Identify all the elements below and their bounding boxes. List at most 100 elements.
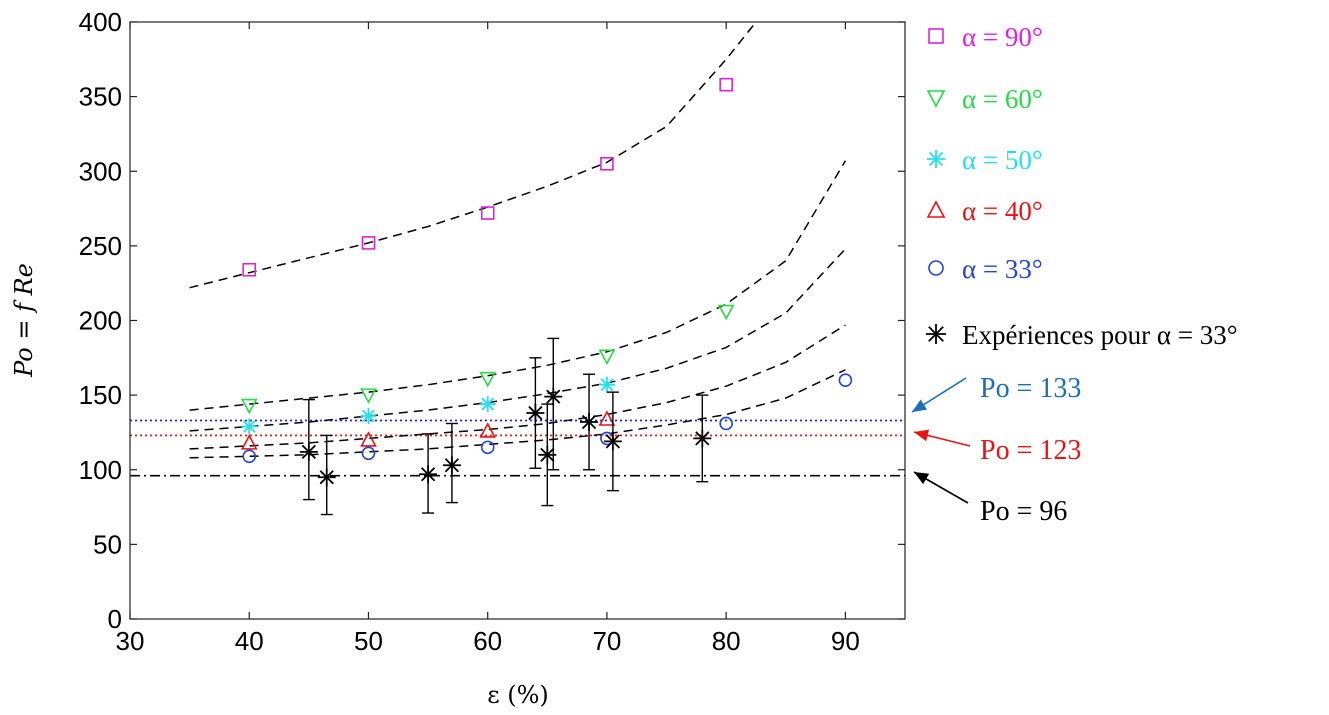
data-point-5-0-stroke-d2 [301, 444, 316, 459]
data-point-2-1-stroke-d2 [362, 409, 375, 423]
data-point-5-6 [544, 387, 563, 406]
y-tick-label-1: 50 [93, 529, 122, 559]
data-point-5-2-stroke-d2 [420, 467, 436, 482]
data-point-2-1 [360, 408, 377, 425]
legend-label-3: α = 40° [962, 196, 1043, 226]
fit-curve-3 [189, 324, 846, 450]
legend-marker-5 [926, 324, 946, 344]
annotation-label-2: Po = 96 [980, 496, 1067, 527]
axes: 30 40 50 60 70 80 90 0 50 100 150 200 250 300 350 400 [79, 7, 906, 656]
x-tick-label-3: 60 [473, 626, 502, 656]
data-point-5-9-stroke-d2 [695, 431, 710, 446]
data-point-5-9 [693, 429, 712, 448]
fit-curve-1 [189, 160, 847, 411]
data-point-2-0 [241, 418, 258, 435]
data-point-5-1-stroke-d2 [319, 470, 334, 485]
data-point-4-0 [242, 449, 257, 464]
series-0 [242, 77, 733, 277]
y-tick-label-0: 0 [108, 604, 122, 634]
legend-label-0: α = 90° [962, 22, 1043, 52]
annotation-arrow-head-0 [912, 399, 928, 412]
data-point-1-4 [717, 304, 735, 321]
axes-frame [129, 21, 906, 620]
data-point-3-2 [479, 422, 497, 438]
plot-area [130, 22, 905, 516]
data-point-1-3 [598, 349, 616, 366]
data-point-3-1 [360, 431, 377, 447]
legend-label-2: α = 50° [962, 145, 1043, 175]
data-point-5-6-stroke-d2 [546, 389, 561, 404]
data-point-5-7-stroke-d2 [581, 414, 597, 430]
data-point-2-3 [598, 376, 615, 393]
data-point-5-1 [317, 468, 336, 487]
data-point-4-2 [480, 440, 495, 455]
data-point-2-2-stroke-d2 [481, 397, 495, 411]
x-tick-label-1: 40 [235, 626, 264, 656]
y-tick-label-3: 150 [79, 380, 122, 410]
legend-marker-4 [928, 260, 944, 276]
x-axis-label: ε (%) [487, 681, 549, 709]
data-point-4-4 [719, 416, 733, 431]
series-2 [241, 376, 615, 435]
data-point-5-3-stroke-d2 [444, 458, 460, 473]
data-point-0-2 [480, 206, 495, 220]
legend-marker-2 [927, 150, 945, 168]
annotation-arrow-head-2 [914, 472, 930, 485]
legend-marker-5-stroke-d2 [928, 326, 944, 342]
legend-marker-1 [926, 90, 946, 108]
y-axis-label: Po = f Re [10, 263, 38, 378]
data-point-4-5 [838, 373, 853, 388]
data-point-5-0 [299, 442, 318, 461]
data-point-5-8 [603, 432, 622, 451]
y-tick-label-4: 200 [79, 306, 122, 336]
legend-label-4: α = 33° [962, 254, 1043, 284]
x-tick-label-4: 70 [592, 626, 621, 656]
x-tick-label-5: 80 [712, 626, 741, 656]
data-point-3-3 [598, 410, 616, 426]
annotation-label-0: Po = 133 [980, 373, 1081, 404]
data-point-1-1 [360, 388, 377, 404]
y-tick-label-5: 250 [79, 231, 122, 261]
annotations: Po = 133 Po = 123 Po = 96 [911, 373, 1081, 527]
data-point-5-2 [419, 465, 438, 484]
legend-marker-2-stroke-d2 [928, 151, 944, 167]
x-tick-label-0: 30 [116, 626, 145, 656]
data-point-0-1 [361, 236, 376, 250]
x-tick-label-6: 90 [831, 626, 860, 656]
legend-marker-0 [928, 28, 944, 44]
y-tick-label-2: 100 [79, 455, 122, 485]
data-point-4-1 [361, 446, 376, 461]
data-point-2-0-stroke-d2 [242, 420, 256, 433]
data-point-2-3-stroke-d2 [600, 378, 614, 392]
y-tick-label-6: 300 [79, 156, 122, 186]
legend-marker-3 [926, 200, 946, 218]
annotation-arrow-head-1 [914, 429, 930, 442]
data-point-5-4 [526, 404, 545, 423]
data-point-0-0 [242, 262, 257, 277]
data-point-5-5-stroke-d2 [540, 447, 555, 462]
series-5 [299, 337, 712, 516]
data-point-1-0 [240, 398, 258, 415]
data-point-5-3 [442, 456, 461, 475]
data-point-1-2 [479, 371, 497, 388]
legend-label-5: Expériences pour α = 33° [962, 320, 1238, 350]
legend: α = 90° α = 60° α = 50° α = 40° α = 33° Expér… [926, 22, 1238, 350]
x-tick-label-2: 50 [354, 626, 383, 656]
series-4 [242, 373, 853, 464]
data-point-3-0 [240, 434, 258, 450]
fit-curve-0 [189, 22, 757, 289]
legend-label-1: α = 60° [962, 84, 1043, 114]
data-point-5-8-stroke-d2 [605, 434, 621, 449]
fit-curve-4 [189, 369, 846, 459]
series-3 [240, 410, 616, 450]
fit-curve-2 [189, 248, 846, 432]
plot-content [130, 22, 905, 516]
annotation-label-1: Po = 123 [980, 435, 1081, 466]
data-point-2-2 [479, 396, 496, 413]
y-tick-label-8: 400 [79, 7, 122, 37]
data-point-5-7 [580, 412, 599, 431]
series-1 [240, 304, 735, 415]
data-point-5-4-stroke-d2 [528, 405, 543, 421]
data-point-0-3 [600, 156, 614, 171]
